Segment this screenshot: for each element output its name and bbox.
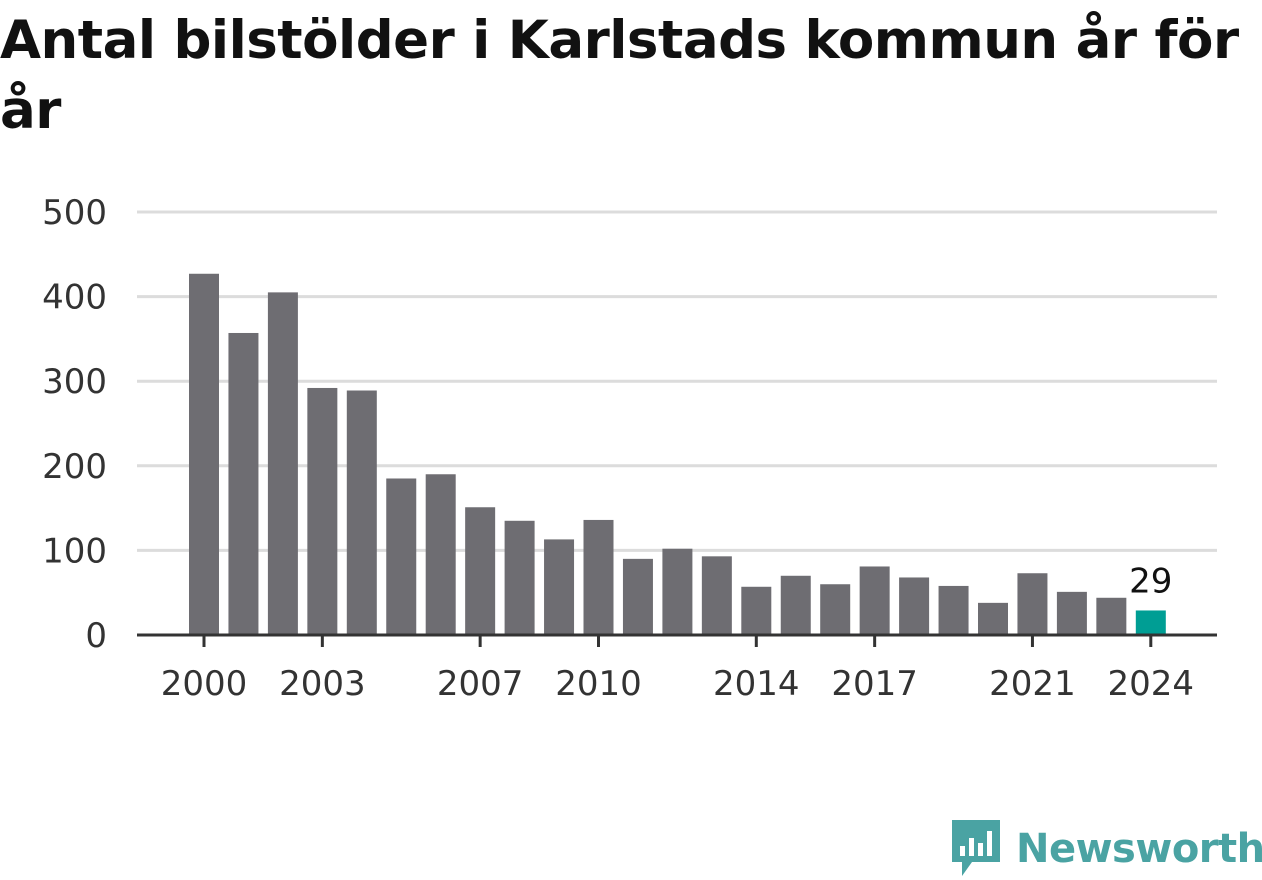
bar-2002 [267,292,298,635]
grid-lines [137,210,1217,552]
bar-2007 [465,507,496,635]
bar-2009 [544,539,575,635]
brand-name: Newsworthy [1016,826,1262,872]
bar-2019 [938,585,969,635]
bar-2005 [386,478,417,635]
bar-2003 [307,387,338,635]
bar-2001 [228,332,259,635]
brand-logo: Newsworthy [950,818,1262,880]
x-tick-label-2021: 2021 [989,664,1076,704]
bar-2010 [583,519,614,635]
bar-2021 [1017,573,1048,635]
bar-2016 [820,584,851,635]
bars [189,273,1166,635]
y-tick-label-200: 200 [42,447,107,487]
bar-2008 [504,520,535,635]
value-label-2024: 29 [1129,561,1172,601]
bar-2014 [741,586,772,635]
x-tick-label-2000: 2000 [161,664,248,704]
bar-2013 [701,556,732,635]
bar-2000 [189,273,219,635]
x-tick-label-2014: 2014 [713,664,800,704]
bar-2012 [662,548,693,635]
x-tick-label-2010: 2010 [555,664,642,704]
x-axis-tick-labels: 2000 2003 2007 2010 2014 2017 2021 2024 [161,664,1194,704]
x-axis [137,633,1217,647]
x-tick-label-2017: 2017 [831,664,918,704]
bar-2017 [859,566,890,635]
y-tick-label-500: 500 [42,193,107,233]
y-axis-tick-labels: 0 100 200 300 400 500 [42,193,107,656]
bar-2020 [978,602,1008,635]
chart-title: Antal bilstölder i Karlstads kommun år f… [0,10,1239,141]
bar-2023 [1096,597,1127,635]
y-tick-label-0: 0 [85,616,107,656]
bar-2011 [622,558,653,635]
bar-2004 [346,390,377,635]
newsworthy-logo-icon [952,820,1000,876]
value-labels: 29 [1129,561,1172,601]
bar-chart: 0 100 200 300 400 500 2000 2003 2007 2010 2014 201… [42,193,1217,704]
x-tick-label-2024: 2024 [1108,664,1195,704]
y-tick-label-100: 100 [42,531,107,571]
bar-2015 [780,575,811,635]
bar-2018 [899,577,930,635]
x-tick-label-2003: 2003 [279,664,366,704]
bar-2006 [425,474,456,635]
y-tick-label-300: 300 [42,362,107,402]
bar-2022 [1056,591,1087,635]
bar-2024 [1135,610,1166,635]
y-tick-label-400: 400 [42,278,107,318]
x-tick-label-2007: 2007 [437,664,524,704]
